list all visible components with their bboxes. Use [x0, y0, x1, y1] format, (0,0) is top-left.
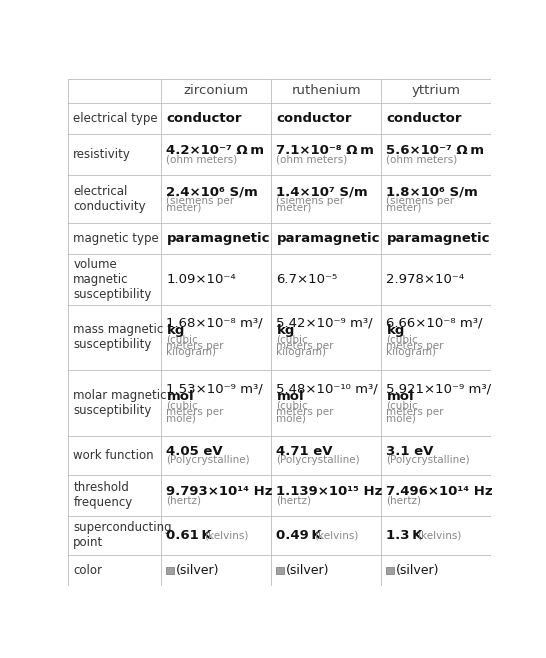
- Text: meters per: meters per: [276, 407, 334, 417]
- Text: paramagnetic: paramagnetic: [387, 232, 490, 245]
- Text: mole): mole): [276, 413, 306, 423]
- Text: meters per: meters per: [387, 341, 444, 351]
- Text: mass magnetic
susceptibility: mass magnetic susceptibility: [73, 324, 164, 351]
- Text: 4.2×10⁻⁷ Ω m: 4.2×10⁻⁷ Ω m: [167, 143, 264, 157]
- Text: 7.1×10⁻⁸ Ω m: 7.1×10⁻⁸ Ω m: [276, 143, 375, 157]
- Text: 1.4×10⁷ S/m: 1.4×10⁷ S/m: [276, 186, 368, 198]
- Text: 1.3 K: 1.3 K: [387, 529, 423, 542]
- Text: (Polycrystalline): (Polycrystalline): [167, 455, 250, 465]
- Text: (kelvins): (kelvins): [204, 530, 248, 540]
- Text: molar magnetic
susceptibility: molar magnetic susceptibility: [73, 389, 167, 417]
- Text: 6.66×10⁻⁸ m³/: 6.66×10⁻⁸ m³/: [387, 316, 483, 330]
- Text: magnetic type: magnetic type: [73, 232, 159, 245]
- Text: resistivity: resistivity: [73, 148, 131, 161]
- Text: 2.4×10⁶ S/m: 2.4×10⁶ S/m: [167, 186, 258, 198]
- Text: mole): mole): [387, 413, 417, 423]
- Text: zirconium: zirconium: [184, 84, 249, 97]
- Text: meters per: meters per: [167, 407, 224, 417]
- Text: 5.921×10⁻⁹ m³/: 5.921×10⁻⁹ m³/: [387, 382, 491, 395]
- Bar: [276, 567, 283, 574]
- Text: 4.71 eV: 4.71 eV: [276, 445, 333, 458]
- Text: (Polycrystalline): (Polycrystalline): [387, 455, 470, 465]
- Text: (ohm meters): (ohm meters): [167, 154, 238, 164]
- Text: 9.793×10¹⁴ Hz: 9.793×10¹⁴ Hz: [167, 485, 273, 497]
- Text: 7.496×10¹⁴ Hz: 7.496×10¹⁴ Hz: [387, 485, 493, 497]
- Text: 3.1 eV: 3.1 eV: [387, 445, 434, 458]
- Text: (hertz): (hertz): [387, 495, 422, 505]
- Text: superconducting
point: superconducting point: [73, 521, 172, 549]
- Text: conductor: conductor: [387, 112, 462, 125]
- Text: (cubic: (cubic: [276, 401, 308, 411]
- Text: mol: mol: [276, 390, 304, 403]
- Text: yttrium: yttrium: [412, 84, 461, 97]
- Text: 6.7×10⁻⁵: 6.7×10⁻⁵: [276, 273, 337, 286]
- Text: 1.53×10⁻⁹ m³/: 1.53×10⁻⁹ m³/: [167, 382, 263, 395]
- Text: (kelvins): (kelvins): [314, 530, 358, 540]
- Bar: [387, 567, 394, 574]
- Text: (hertz): (hertz): [167, 495, 201, 505]
- Text: 0.49 K: 0.49 K: [276, 529, 322, 542]
- Text: 5.6×10⁻⁷ Ω m: 5.6×10⁻⁷ Ω m: [387, 143, 484, 157]
- Text: kilogram): kilogram): [387, 347, 436, 357]
- Bar: [167, 567, 174, 574]
- Text: (Polycrystalline): (Polycrystalline): [276, 455, 360, 465]
- Text: 1.09×10⁻⁴: 1.09×10⁻⁴: [167, 273, 236, 286]
- Text: (silver): (silver): [396, 564, 440, 576]
- Text: kg: kg: [387, 324, 405, 337]
- Text: kilogram): kilogram): [276, 347, 327, 357]
- Text: (cubic: (cubic: [276, 335, 308, 345]
- Text: (cubic: (cubic: [167, 335, 198, 345]
- Text: (siemens per: (siemens per: [167, 196, 235, 206]
- Text: 1.68×10⁻⁸ m³/: 1.68×10⁻⁸ m³/: [167, 316, 263, 330]
- Text: (cubic: (cubic: [167, 401, 198, 411]
- Text: conductor: conductor: [167, 112, 242, 125]
- Text: kilogram): kilogram): [167, 347, 216, 357]
- Text: volume
magnetic
susceptibility: volume magnetic susceptibility: [73, 258, 152, 301]
- Text: paramagnetic: paramagnetic: [167, 232, 270, 245]
- Text: 0.61 K: 0.61 K: [167, 529, 212, 542]
- Text: meters per: meters per: [167, 341, 224, 351]
- Text: 1.8×10⁶ S/m: 1.8×10⁶ S/m: [387, 186, 478, 198]
- Text: kg: kg: [167, 324, 185, 337]
- Text: electrical type: electrical type: [73, 112, 158, 125]
- Text: 5.42×10⁻⁹ m³/: 5.42×10⁻⁹ m³/: [276, 316, 373, 330]
- Text: 1.139×10¹⁵ Hz: 1.139×10¹⁵ Hz: [276, 485, 383, 497]
- Text: mol: mol: [167, 390, 194, 403]
- Text: kg: kg: [276, 324, 295, 337]
- Text: (ohm meters): (ohm meters): [387, 154, 458, 164]
- Text: (cubic: (cubic: [387, 401, 418, 411]
- Text: 2.978×10⁻⁴: 2.978×10⁻⁴: [387, 273, 465, 286]
- Text: (siemens per: (siemens per: [387, 196, 455, 206]
- Text: meter): meter): [167, 202, 202, 213]
- Text: mole): mole): [167, 413, 197, 423]
- Text: meter): meter): [387, 202, 422, 213]
- Text: 5.48×10⁻¹⁰ m³/: 5.48×10⁻¹⁰ m³/: [276, 382, 378, 395]
- Text: (ohm meters): (ohm meters): [276, 154, 348, 164]
- Text: paramagnetic: paramagnetic: [276, 232, 380, 245]
- Text: (cubic: (cubic: [387, 335, 418, 345]
- Text: meter): meter): [276, 202, 312, 213]
- Text: (silver): (silver): [286, 564, 330, 576]
- Text: color: color: [73, 564, 102, 576]
- Text: 4.05 eV: 4.05 eV: [167, 445, 223, 458]
- Text: (hertz): (hertz): [276, 495, 311, 505]
- Text: (kelvins): (kelvins): [417, 530, 461, 540]
- Text: (silver): (silver): [176, 564, 219, 576]
- Text: mol: mol: [387, 390, 414, 403]
- Text: work function: work function: [73, 449, 154, 462]
- Text: electrical
conductivity: electrical conductivity: [73, 185, 146, 213]
- Text: threshold
frequency: threshold frequency: [73, 482, 133, 509]
- Text: conductor: conductor: [276, 112, 352, 125]
- Text: (siemens per: (siemens per: [276, 196, 345, 206]
- Text: meters per: meters per: [387, 407, 444, 417]
- Text: meters per: meters per: [276, 341, 334, 351]
- Text: ruthenium: ruthenium: [292, 84, 361, 97]
